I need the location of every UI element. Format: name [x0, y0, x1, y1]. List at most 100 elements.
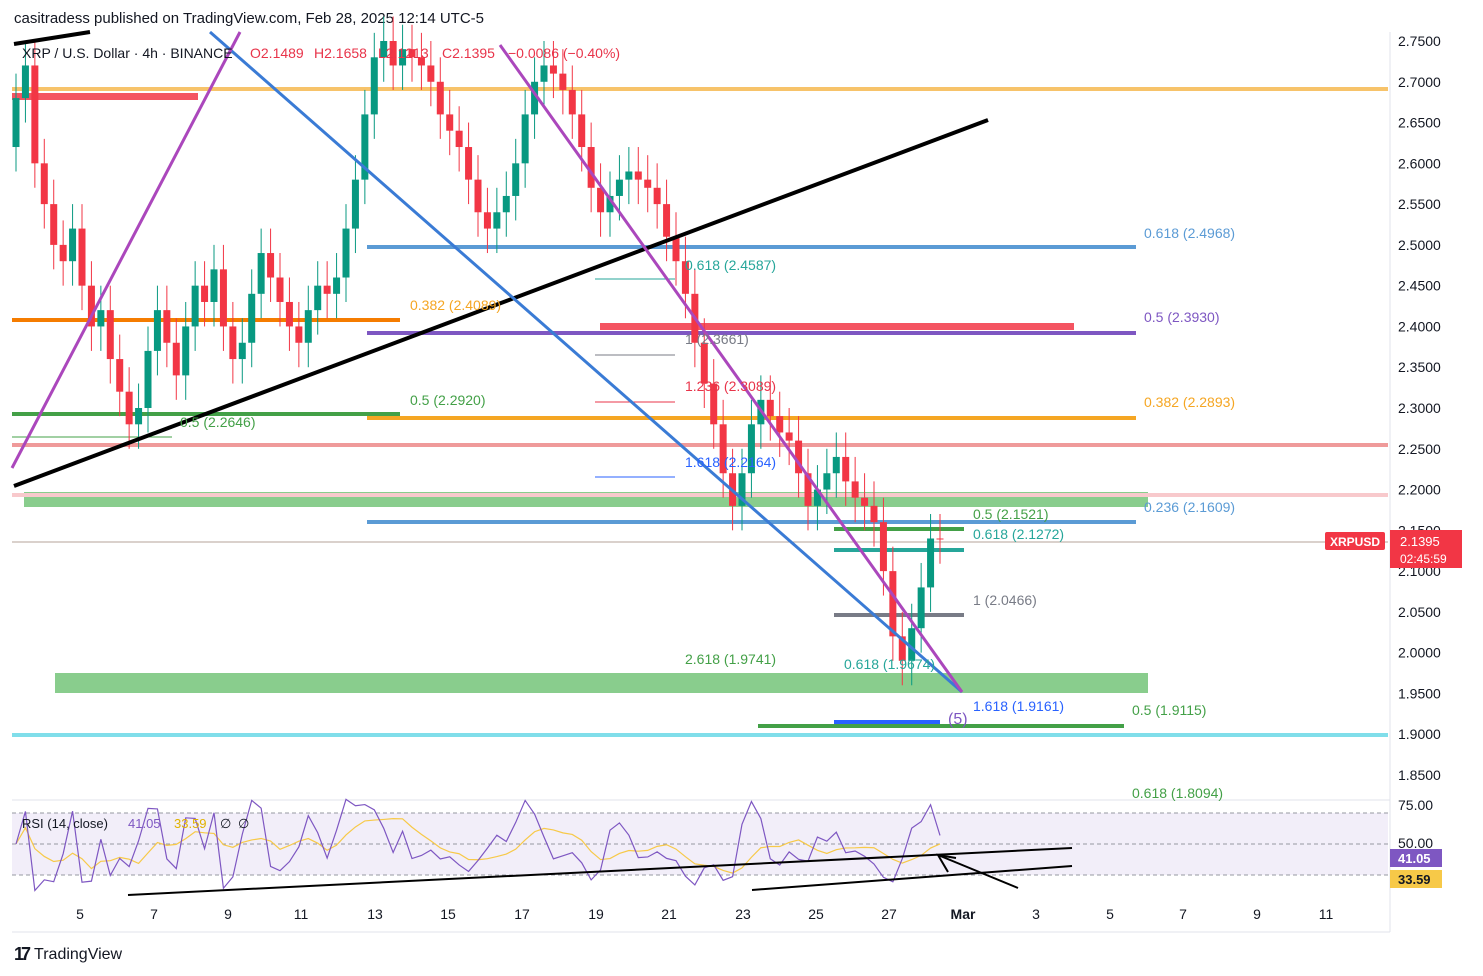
blue-trendline: [209, 30, 963, 694]
price-tick-label: 2.7500: [1398, 33, 1441, 49]
candle-body: [436, 81, 444, 115]
fib-label: 0.618 (2.4587): [685, 257, 776, 273]
candle-body: [870, 505, 878, 523]
tradingview-logo[interactable]: 17 TradingView: [14, 944, 122, 965]
candle-body: [927, 538, 935, 588]
candle-body: [78, 228, 86, 286]
candle-body: [295, 326, 303, 343]
symbol-tag-bg: [1325, 532, 1385, 550]
price-tick-label: 2.6500: [1398, 115, 1441, 131]
candle-body: [483, 212, 491, 229]
time-tick-label: 3: [1032, 906, 1040, 922]
candle-body: [606, 195, 614, 213]
time-tick-label: 11: [294, 906, 309, 922]
time-tick-label: 21: [661, 906, 677, 922]
wave-5-label: (5): [948, 711, 968, 728]
rsi-ma-value: 33.59: [174, 816, 207, 831]
candle-body: [851, 481, 859, 498]
trendlines-layer: (5): [10, 30, 989, 728]
candle-body: [31, 65, 39, 164]
candle-body: [116, 359, 124, 392]
candle-body: [257, 253, 265, 294]
candle-body: [182, 326, 190, 376]
candle-body: [446, 114, 454, 131]
candle-body: [512, 163, 520, 196]
fib-label: 0.382 (2.2893): [1144, 394, 1235, 410]
time-axis[interactable]: 5 7 9 11 13 15 17 19 21 23 25 27 Mar 3 5 7 9 11: [76, 906, 1333, 922]
candle-body: [568, 89, 576, 115]
countdown: 02:45:59: [1400, 552, 1447, 566]
candle-body: [804, 473, 812, 506]
fib-label: 0.5 (2.2646): [180, 414, 256, 430]
candle-body: [172, 342, 180, 376]
price-tick-label: 1.8500: [1398, 767, 1441, 783]
time-tick-label: 9: [1253, 906, 1261, 922]
fib-label: 0.5 (2.1521): [973, 506, 1049, 522]
price-axis[interactable]: 2.7500 2.7000 2.6500 2.6000 2.5500 2.5000 2.45…: [1398, 33, 1441, 783]
fib-label: 0.618 (1.8094): [1132, 785, 1223, 801]
time-tick-label: 9: [224, 906, 232, 922]
symbol-tag: XRPUSD: [1330, 535, 1380, 549]
price-tick-label: 2.4500: [1398, 278, 1441, 294]
candle-body: [597, 187, 605, 213]
candle-body: [408, 49, 416, 58]
candle-body: [465, 147, 473, 180]
candle-body: [229, 326, 237, 360]
candle-body: [738, 473, 746, 506]
candle-body: [700, 342, 708, 384]
candle-body: [87, 285, 95, 327]
legend-high: H2.1658: [314, 45, 367, 61]
candle-body: [427, 65, 435, 82]
rsi-arrow-line: [937, 854, 1019, 889]
candle-body: [813, 489, 821, 506]
fib-label: 0.382 (2.4089): [410, 297, 501, 313]
candle-body: [823, 473, 831, 490]
candle-body: [238, 342, 246, 360]
candle-body: [531, 81, 539, 115]
candle-body: [455, 130, 463, 148]
resistance-zone-2.68: [12, 93, 198, 100]
candle-body: [559, 73, 567, 90]
time-tick-label: 27: [881, 906, 897, 922]
candle-body: [50, 204, 58, 245]
rsi-badges: 41.05 33.59: [1390, 849, 1442, 888]
rsi-label: RSI (14, close): [22, 816, 108, 831]
legend-low: L2.1213: [378, 45, 429, 61]
candle-body: [936, 538, 944, 540]
candle-body: [417, 57, 425, 66]
candles-layer: [12, 16, 944, 686]
candle-body: [663, 204, 671, 237]
candle-body: [351, 179, 359, 229]
time-tick-label: 15: [440, 906, 456, 922]
price-tag: 2.1395: [1400, 534, 1440, 549]
candle-body: [40, 163, 48, 205]
purple-trendline-left: [10, 31, 242, 469]
candle-body: [361, 114, 369, 180]
fib-label: 0.618 (2.4968): [1144, 225, 1235, 241]
price-tick-label: 1.9500: [1398, 685, 1441, 701]
fib-label: 2.618 (1.9741): [685, 651, 776, 667]
chart-pane: [12, 32, 1390, 932]
candle-body: [69, 228, 77, 262]
fib-label: 0.618 (2.1272): [973, 526, 1064, 542]
fib-label: 1 (2.3661): [685, 331, 749, 347]
candle-body: [191, 285, 199, 327]
price-tick-label: 2.7000: [1398, 74, 1441, 90]
candle-body: [653, 187, 661, 205]
candle-body: [267, 253, 275, 278]
rsi-tick-label: 50.00: [1398, 835, 1433, 851]
price-tick-label: 2.0500: [1398, 604, 1441, 620]
fib-label: 1.236 (2.3089): [685, 378, 776, 394]
candle-body: [879, 522, 887, 572]
legend-symbol: XRP / U.S. Dollar · 4h · BINANCE: [22, 45, 233, 61]
candle-body: [549, 65, 557, 74]
time-tick-label: Mar: [951, 906, 976, 922]
rsi-badge: 41.05: [1398, 851, 1431, 866]
candle-body: [153, 310, 161, 351]
fib-label: 1 (2.0466): [973, 592, 1037, 608]
candle-body: [380, 41, 388, 58]
candle-body: [12, 98, 20, 148]
candle-body: [861, 497, 869, 506]
resistance-zone-2.40: [600, 323, 1074, 330]
